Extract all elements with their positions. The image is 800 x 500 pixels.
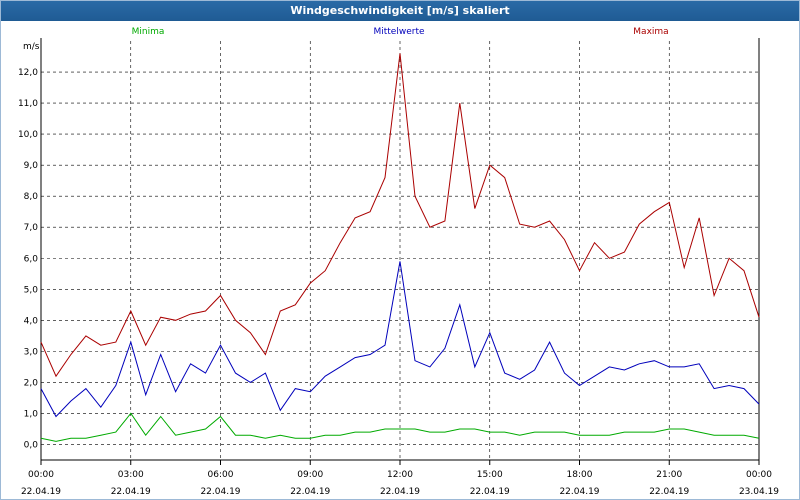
x-tick-time: 03:00 [118, 470, 144, 480]
y-tick-label: 1,0 [24, 409, 39, 419]
grid [41, 41, 759, 460]
series-line-minima [40, 412, 760, 442]
x-tick-time: 06:00 [208, 470, 234, 480]
legend-maxima: Maxima [633, 27, 668, 37]
y-tick-label: 11,0 [18, 99, 38, 109]
x-tick-date: 22.04.19 [290, 487, 330, 497]
x-tick-date: 22.04.19 [649, 487, 689, 497]
y-tick-label: 10,0 [18, 130, 38, 140]
legend: Minima Mittelwerte Maxima [132, 27, 669, 37]
y-tick-label: 3,0 [24, 347, 39, 357]
x-tick-date: 22.04.19 [470, 487, 510, 497]
x-tick-date: 22.04.19 [111, 487, 151, 497]
series-lines [40, 53, 760, 442]
y-tick-label: 8,0 [24, 192, 39, 202]
x-tick-time: 12:00 [387, 470, 413, 480]
x-tick-date: 22.04.19 [559, 487, 599, 497]
chart-title: Windgeschwindigkeit [m/s] skaliert [1, 1, 799, 21]
y-axis-label: m/s [23, 42, 40, 52]
y-tick-label: 9,0 [24, 161, 39, 171]
x-tick-date: 22.04.19 [200, 487, 240, 497]
legend-mittelwerte: Mittelwerte [373, 27, 424, 37]
x-tick-date: 22.04.19 [380, 487, 420, 497]
y-tick-label: 2,0 [24, 378, 39, 388]
x-tick-date: 22.04.19 [21, 487, 61, 497]
y-tick-label: 0,0 [24, 440, 39, 450]
legend-minima: Minima [132, 27, 165, 37]
x-tick-time: 09:00 [297, 470, 323, 480]
x-tick-time: 00:00 [28, 470, 54, 480]
y-tick-label: 12,0 [18, 68, 38, 78]
x-tick-time: 15:00 [477, 470, 503, 480]
y-tick-label: 4,0 [24, 316, 39, 326]
x-tick-time: 00:00 [746, 470, 772, 480]
y-tick-label: 6,0 [24, 254, 39, 264]
series-line-mittelwerte [40, 261, 760, 418]
x-tick-time: 21:00 [656, 470, 682, 480]
x-tick-time: 18:00 [567, 470, 593, 480]
series-line-maxima [40, 53, 760, 378]
axes: 0,0 1,0 2,0 3,0 4,0 5,0 6,0 7,0 8,0 9,0 10,0 11,0 12… [18, 38, 779, 497]
y-tick-label: 5,0 [24, 285, 39, 295]
x-tick-date: 23.04.19 [739, 487, 779, 497]
y-tick-label: 7,0 [24, 223, 39, 233]
